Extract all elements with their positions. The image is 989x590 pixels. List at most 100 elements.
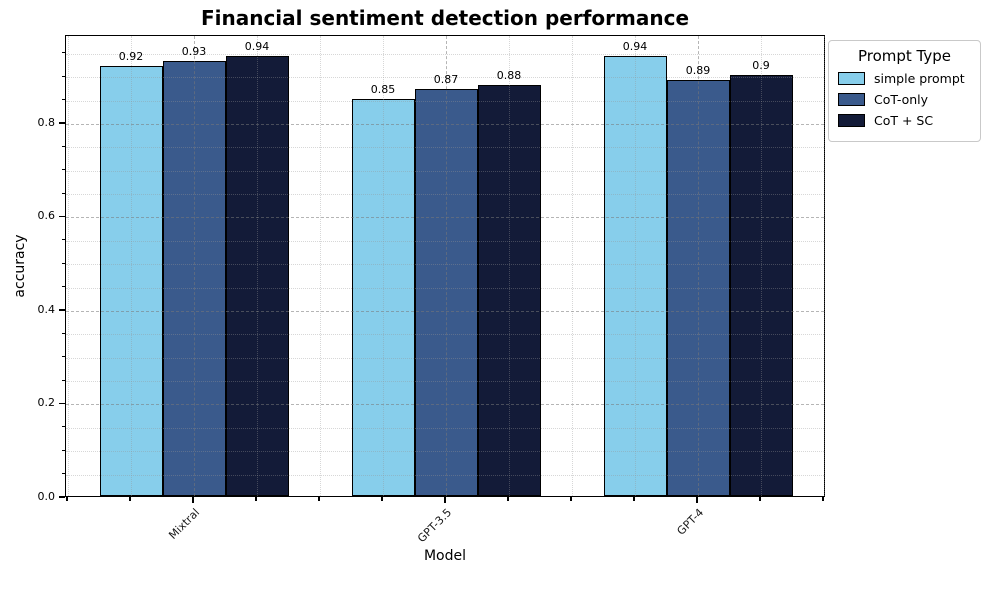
gridline-h-minor [66,53,824,55]
gridline-v-minor [824,36,825,496]
x-major-tick [192,497,194,503]
bar-value-label: 0.94 [622,40,648,54]
bar-value-label: 0.88 [496,68,522,82]
gridline-v-minor [383,36,384,496]
bar-cot-only-gpt-3.5 [414,89,478,496]
bar-value-label: 0.94 [244,40,270,54]
y-major-tick [59,496,65,498]
x-minor-tick [507,497,509,501]
x-axis-label: Model [423,548,467,564]
y-major-tick [59,122,65,124]
gridline-v-minor [320,36,321,496]
gridline-h-minor [66,77,824,79]
x-minor-tick [570,497,572,501]
legend: Prompt Type simple prompt CoT-only CoT +… [828,40,981,142]
gridline-v-major [698,36,699,496]
y-tick-label: 0.0 [37,490,56,503]
y-minor-tick [61,192,65,194]
grid-layer [66,36,825,496]
legend-label: CoT-only [874,92,929,107]
bar-value-label: 0.85 [370,82,396,96]
gridline-h-minor [66,240,824,242]
chart-title: Financial sentiment detection performanc… [200,6,690,30]
y-minor-tick [61,99,65,101]
y-axis-label: accuracy [12,234,28,298]
bar-value-label: 0.9 [752,59,770,73]
gridline-v-major [194,36,195,496]
gridline-h-minor [66,357,824,359]
gridline-h-minor [66,381,824,383]
gridline-v-minor [509,36,510,496]
legend-item-simple-prompt: simple prompt [838,71,971,86]
legend-swatch-cot-sc [838,114,865,127]
legend-item-cot-sc: CoT + SC [838,113,971,128]
x-minor-tick [381,497,383,501]
x-major-tick [444,497,446,503]
gridline-v-minor [635,36,636,496]
gridline-v-major [446,36,447,496]
y-tick-label: 0.2 [37,396,56,410]
y-minor-tick [61,473,65,475]
y-minor-tick [61,52,65,54]
bar-cot-sc-mixtral [225,56,289,496]
gridline-h-minor [66,100,824,102]
y-tick-label: 0.6 [37,209,56,223]
gridline-h-minor [66,194,824,196]
gridline-h-major [66,123,824,125]
gridline-v-minor [68,36,69,496]
x-minor-tick [822,497,824,501]
y-minor-tick [61,239,65,241]
gridline-h-minor [66,170,824,172]
legend-title: Prompt Type [857,47,952,65]
bar-cot-only-gpt-4 [666,79,730,496]
bar-labels-layer: 0.92 0.93 0.94 0.85 0.87 0.88 0.94 0.89 0.9 [66,36,824,496]
gridline-h-minor [66,147,824,149]
legend-label: simple prompt [874,71,965,86]
x-minor-tick [633,497,635,501]
x-minor-tick [66,497,68,501]
y-minor-tick [61,75,65,77]
bar-simple-prompt-gpt-4 [603,56,667,496]
legend-swatch-cot-only [838,93,865,106]
x-minor-tick [318,497,320,501]
bar-value-label: 0.93 [181,45,207,59]
y-tick-label: 0.4 [37,302,56,316]
y-minor-tick [61,332,65,334]
gridline-v-minor [257,36,258,496]
x-minor-tick [129,497,131,501]
gridline-h-minor [66,334,824,336]
gridline-v-minor [572,36,573,496]
bar-value-label: 0.87 [433,73,459,87]
y-major-tick [59,402,65,405]
bar-simple-prompt-mixtral [99,65,163,496]
gridline-h-major [66,217,824,219]
y-minor-tick [61,426,65,428]
plot-area: 0.92 0.93 0.94 0.85 0.87 0.88 0.94 0.89 0.9 [65,35,825,497]
bar-value-label: 0.92 [118,49,144,63]
gridline-h-minor [66,264,824,266]
bar-cot-only-mixtral [162,61,226,496]
bar-cot-sc-gpt-3.5 [477,84,541,496]
y-major-tick [59,309,65,311]
legend-label: CoT + SC [874,113,934,128]
gridline-h-minor [66,287,824,289]
bar-simple-prompt-gpt-3.5 [351,98,415,496]
gridline-v-minor [131,36,132,496]
y-minor-tick [61,356,65,358]
y-minor-tick [61,286,65,288]
gridline-h-minor [66,451,824,453]
legend-item-cot-only: CoT-only [838,92,971,107]
y-minor-tick [61,145,65,147]
y-minor-tick [61,262,65,264]
gridline-h-major [66,310,824,312]
bar-value-label: 0.89 [685,63,711,77]
bar-cot-sc-gpt-4 [729,75,793,496]
y-major-tick [59,215,65,218]
x-major-tick [696,497,698,503]
y-minor-tick [61,449,65,451]
legend-swatch-simple-prompt [838,72,865,85]
gridline-v-minor [761,36,762,496]
x-minor-tick [255,497,257,501]
y-minor-tick [61,169,65,171]
